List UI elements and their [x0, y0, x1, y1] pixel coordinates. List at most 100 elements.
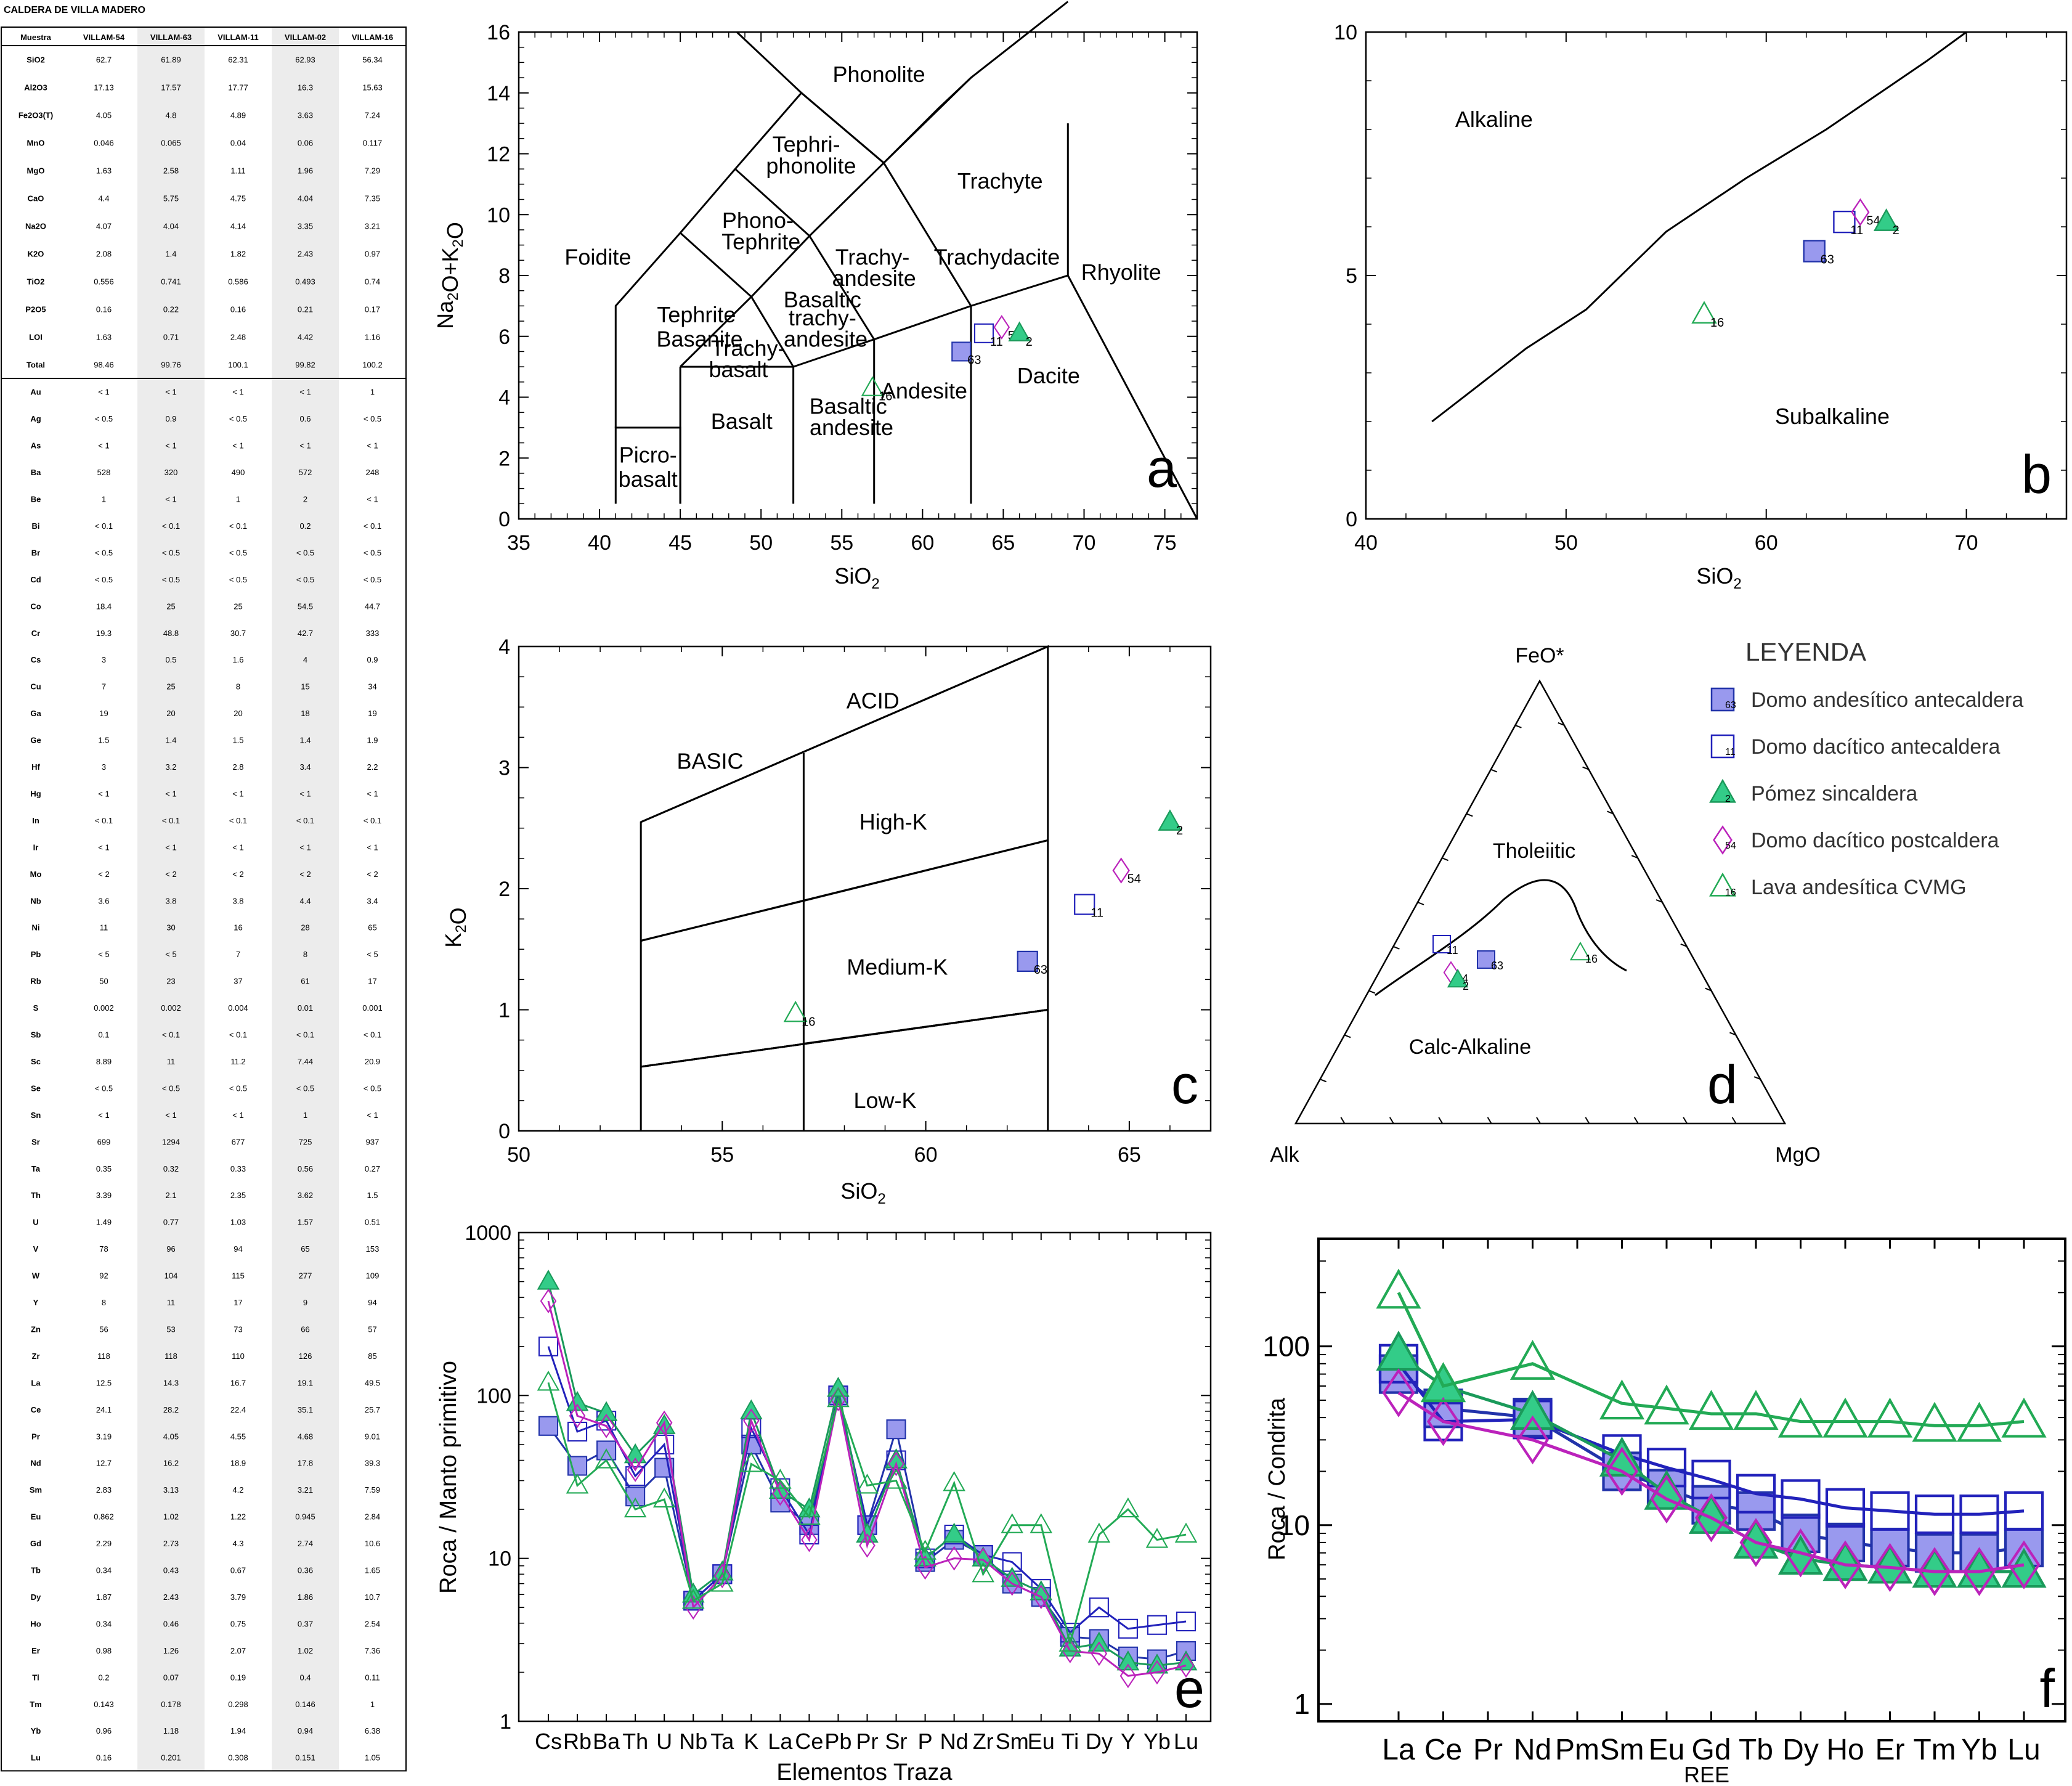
panel-f-point-shape — [1914, 1494, 1955, 1535]
panel-f-point-shape — [1829, 1540, 1862, 1589]
panel-e-point — [685, 1595, 702, 1620]
table-cell: 98.46 — [94, 361, 114, 370]
table-cell: 53 — [166, 1324, 175, 1334]
table-cell: 0.77 — [163, 1218, 179, 1227]
panel-a-field-label: Trachyte — [957, 168, 1043, 194]
table-cell: 0.19 — [230, 1673, 246, 1682]
table-cell: < 0.5 — [95, 414, 113, 423]
panel-f-point-shape — [1644, 1384, 1689, 1425]
panel-d-point-11 — [1432, 935, 1451, 953]
table-cell: 0.46 — [163, 1619, 179, 1628]
table-cell: < 0.5 — [229, 1083, 247, 1093]
panel-c-field-label: Low-K — [854, 1088, 917, 1113]
table-cell: < 2 — [299, 870, 311, 879]
x-tick-label: 65 — [1118, 1143, 1141, 1167]
table-cell: 30.7 — [230, 629, 246, 638]
table-cell: 16.3 — [298, 83, 313, 92]
panel-e-point — [827, 1387, 850, 1408]
panel-f-point — [1509, 1340, 1556, 1380]
panel-b-point-label: 63 — [1821, 253, 1834, 267]
panel-e-point-shape — [569, 1403, 586, 1429]
panel-a-field-label: basalt — [619, 467, 678, 492]
panel-a-field-label: Rhyolite — [1081, 259, 1161, 285]
table-cell: 277 — [299, 1271, 312, 1281]
table-row-label: S — [33, 1003, 39, 1013]
y-tick-label: 1 — [498, 999, 510, 1022]
table-cell: 1.02 — [163, 1512, 179, 1522]
panel-e-point-shape — [538, 1336, 559, 1356]
table-row-label: Br — [31, 548, 40, 557]
table-cell: 4.07 — [96, 222, 112, 231]
table-cell: 54.5 — [298, 601, 313, 611]
panel-e-point-shape — [1147, 1615, 1168, 1635]
panel-f-point-shape — [1382, 1368, 1415, 1417]
table-row-label: Ag — [30, 414, 41, 423]
panel-d-point-63 — [1477, 950, 1495, 969]
panel-a-field-label: phonolite — [766, 153, 856, 178]
x-tick-label: Pr — [856, 1729, 879, 1754]
panel-d-tick — [1607, 810, 1614, 815]
panel-a-point-label: 16 — [879, 390, 892, 404]
panel-e-point — [598, 1413, 615, 1438]
table-row-label: Cd — [30, 575, 41, 584]
table-cell: < 0.1 — [296, 1030, 314, 1040]
table-row: Ni 11 30 16 28 65 — [32, 923, 377, 932]
panel-f-point-shape — [1423, 1401, 1463, 1441]
x-tick-label: Ti — [1061, 1729, 1079, 1754]
y-tick-label: 1 — [500, 1710, 511, 1734]
table-cell: < 0.1 — [162, 816, 180, 825]
panel-d-tick — [1417, 902, 1424, 905]
table-row-label: Pr — [31, 1432, 40, 1441]
panel-b-point-11 — [1833, 210, 1856, 234]
table-cell: 3.2 — [165, 762, 176, 772]
x-tick-label: 35 — [507, 531, 530, 555]
table-cell: 3 — [102, 655, 106, 664]
table-cell: 0.75 — [230, 1619, 246, 1628]
panel-d-tick — [1487, 1117, 1492, 1124]
panel-e-point-shape — [769, 1469, 792, 1489]
panel-a-field-boundary — [680, 365, 795, 504]
table-cell: 1.87 — [96, 1592, 112, 1602]
table-row-label: Ba — [31, 468, 41, 477]
table-cell: 4.3 — [232, 1539, 243, 1548]
axis-label-part: O — [445, 907, 471, 924]
table-cell: 0.002 — [94, 1003, 114, 1013]
table-cell: 1.5 — [98, 736, 109, 745]
panel-f-point-shape — [1376, 1268, 1421, 1309]
panel-d-tick — [1656, 899, 1663, 903]
y-tick-label: 0 — [1346, 508, 1357, 531]
table-cell: 0.178 — [161, 1700, 181, 1709]
panel-d-letter: d — [1707, 1054, 1737, 1115]
table-cell: 2.1 — [165, 1191, 176, 1200]
table-cell: 7 — [236, 950, 240, 959]
table-row: Pr 3.19 4.05 4.55 4.68 9.01 — [31, 1432, 380, 1441]
table-header-cell: VILLAM-63 — [150, 33, 192, 42]
panel-d-tick — [1680, 943, 1688, 947]
table-row-label: Dy — [31, 1592, 41, 1602]
table-row: Co 18.4 25 25 54.5 44.7 — [30, 601, 380, 611]
panel-e-point — [1118, 1618, 1138, 1639]
table-cell: 2.8 — [232, 762, 243, 772]
table-cell: 0.5 — [165, 655, 176, 664]
panel-a-field-label: Tephrite — [657, 302, 736, 327]
table-cell: 0.34 — [96, 1566, 112, 1575]
panel-a-field-label: Foidite — [564, 244, 631, 269]
panel-f-point-shape — [1825, 1488, 1866, 1528]
table-cell: 1.02 — [298, 1646, 313, 1655]
panel-a-field-boundary — [614, 31, 803, 428]
table-column-shade — [272, 27, 339, 1771]
y-tick-label: 0 — [498, 508, 510, 531]
table-row-label: Tl — [32, 1673, 39, 1682]
table-row: Na2O 4.07 4.04 4.14 3.35 3.21 — [25, 222, 380, 231]
panel-f-point-shape — [1605, 1446, 1639, 1496]
table-cell: 7 — [102, 682, 106, 691]
table-cell: 20 — [166, 709, 175, 718]
table-cell: 2.43 — [163, 1592, 179, 1602]
panel-f-point — [1777, 1397, 1824, 1438]
table-cell: 19 — [368, 709, 376, 718]
x-tick-label: 70 — [1955, 531, 1978, 555]
panel-f-point — [1739, 1518, 1773, 1567]
panel-f-point-shape — [1912, 1401, 1957, 1442]
panel-e-point — [972, 1562, 994, 1583]
panel-f-point — [1376, 1331, 1421, 1371]
